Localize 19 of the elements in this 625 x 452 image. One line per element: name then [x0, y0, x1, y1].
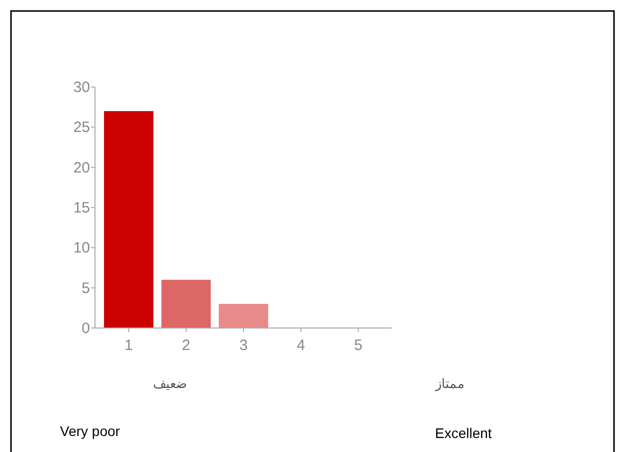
y-tick-label: 15: [73, 200, 90, 216]
y-tick-label: 30: [73, 79, 90, 96]
text: Excellent: [435, 425, 492, 441]
x-tick-label: 2: [182, 337, 190, 354]
bar: [218, 304, 268, 328]
y-tick-label: 5: [82, 280, 90, 297]
bar: [104, 111, 154, 328]
text: ضعيف: [153, 376, 187, 391]
x-tick-label: 4: [296, 337, 306, 354]
bar: [161, 280, 211, 328]
y-tick-label: 20: [73, 159, 90, 176]
text: ممتاز: [434, 376, 464, 392]
y-tick-label: 0: [82, 320, 90, 337]
text: Very poor: [60, 423, 120, 439]
y-tick-label: 10: [73, 240, 90, 257]
x-tick-label: 3: [239, 337, 248, 354]
x-tick-label: 1: [124, 337, 133, 354]
y-tick-label: 25: [73, 119, 90, 136]
x-tick-label: 5: [354, 337, 362, 354]
